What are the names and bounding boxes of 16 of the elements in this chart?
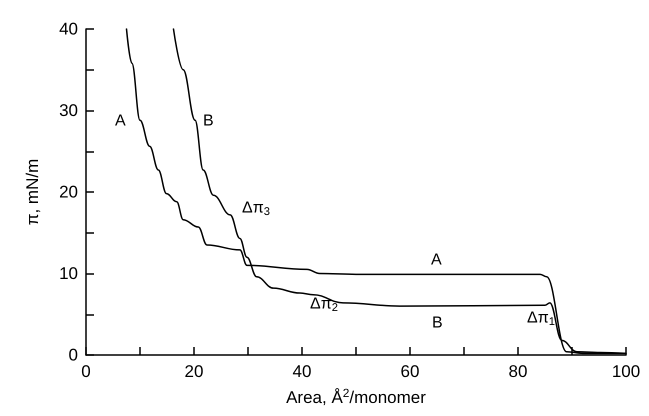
annotation: B (432, 314, 443, 332)
x-tick-label: 60 (400, 362, 420, 381)
y-axis-title: π, mN/m (23, 158, 42, 226)
annotation: B (203, 112, 214, 130)
x-tick-label: 80 (508, 362, 528, 381)
x-tick-label: 100 (612, 362, 640, 381)
y-tick-label: 20 (59, 182, 78, 202)
x-tick-label: 40 (292, 362, 312, 381)
y-tick-label: 40 (59, 20, 78, 38)
annotation: A (431, 252, 442, 268)
x-tick-label: 20 (184, 362, 204, 381)
x-tick-label: 0 (81, 362, 91, 381)
y-tick-label: 0 (68, 346, 78, 364)
y-tick-label: 30 (59, 101, 78, 120)
y-tick-label: 10 (59, 264, 78, 283)
annotation: A (115, 112, 126, 130)
